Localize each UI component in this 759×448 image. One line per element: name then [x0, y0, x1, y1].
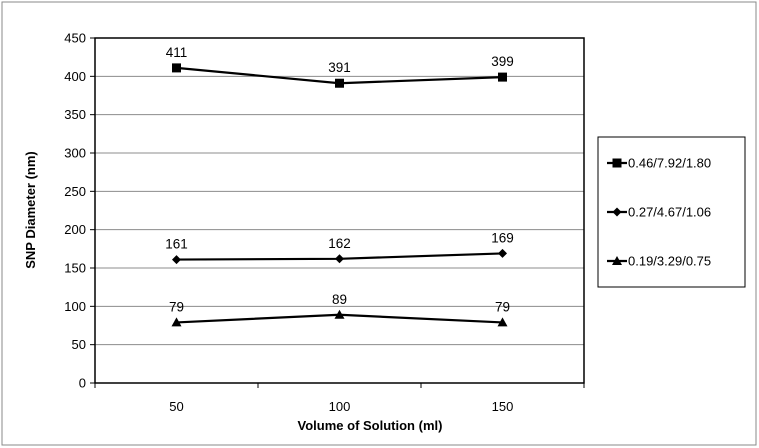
- data-point-marker: [335, 78, 344, 88]
- x-tick-label: 100: [329, 399, 351, 414]
- legend: 0.46/7.92/1.80 0.27/4.67/1.06 0.19/3.29/0.…: [607, 156, 711, 269]
- x-tick-label: 50: [169, 399, 183, 414]
- data-point-marker: [498, 248, 507, 258]
- y-tick-label: 100: [64, 299, 86, 314]
- data-label: 89: [332, 292, 347, 307]
- gridlines: [95, 75, 584, 346]
- plot-area-frame: [94, 37, 585, 384]
- y-tick-label: 50: [72, 337, 86, 352]
- data-point-marker: [497, 317, 508, 327]
- data-label: 399: [491, 54, 514, 69]
- data-label: 161: [165, 237, 188, 252]
- legend-item-2: 0.19/3.29/0.75: [607, 254, 711, 269]
- data-point-marker: [498, 72, 507, 82]
- data-point-marker: [335, 254, 344, 264]
- series-0: 411 391 399: [166, 45, 514, 88]
- legend-label: 0.19/3.29/0.75: [628, 254, 711, 269]
- y-tick-label: 450: [64, 31, 86, 46]
- data-point-marker: [334, 309, 345, 319]
- legend-marker: [612, 158, 622, 168]
- y-tick-label: 250: [64, 184, 86, 199]
- data-label: 391: [328, 60, 351, 75]
- series-2: 79 89 79: [169, 292, 510, 327]
- x-axis-title: Volume of Solution (ml): [298, 418, 443, 433]
- y-tick-label: 0: [79, 376, 86, 391]
- data-label: 169: [491, 230, 514, 245]
- y-axis-ticks: 0 50 100 150 200 250 300 350 400 450: [64, 31, 95, 391]
- legend-label: 0.46/7.92/1.80: [628, 156, 711, 171]
- y-tick-label: 350: [64, 107, 86, 122]
- legend-item-1: 0.27/4.67/1.06: [607, 205, 711, 220]
- data-label: 411: [166, 45, 188, 60]
- legend-marker: [612, 256, 622, 265]
- legend-label: 0.27/4.67/1.06: [628, 205, 711, 220]
- y-tick-label: 200: [64, 222, 86, 237]
- data-label: 79: [495, 299, 510, 314]
- data-label: 162: [328, 236, 351, 251]
- legend-item-0: 0.46/7.92/1.80: [607, 156, 711, 171]
- data-point-marker: [172, 255, 181, 265]
- data-point-marker: [171, 317, 182, 327]
- y-axis-title: SNP Diameter (nm): [23, 151, 38, 269]
- data-point-marker: [172, 63, 181, 73]
- x-tick-label: 150: [492, 399, 514, 414]
- x-axis-ticks: 50 100 150: [94, 383, 585, 414]
- y-tick-label: 150: [64, 261, 86, 276]
- data-label: 79: [169, 299, 184, 314]
- series-layer: 411 391 399 161 162 169 79 89 79: [165, 45, 514, 327]
- y-tick-label: 400: [64, 69, 86, 84]
- legend-marker: [612, 207, 622, 217]
- series-1: 161 162 169: [165, 230, 514, 265]
- y-tick-label: 300: [64, 146, 86, 161]
